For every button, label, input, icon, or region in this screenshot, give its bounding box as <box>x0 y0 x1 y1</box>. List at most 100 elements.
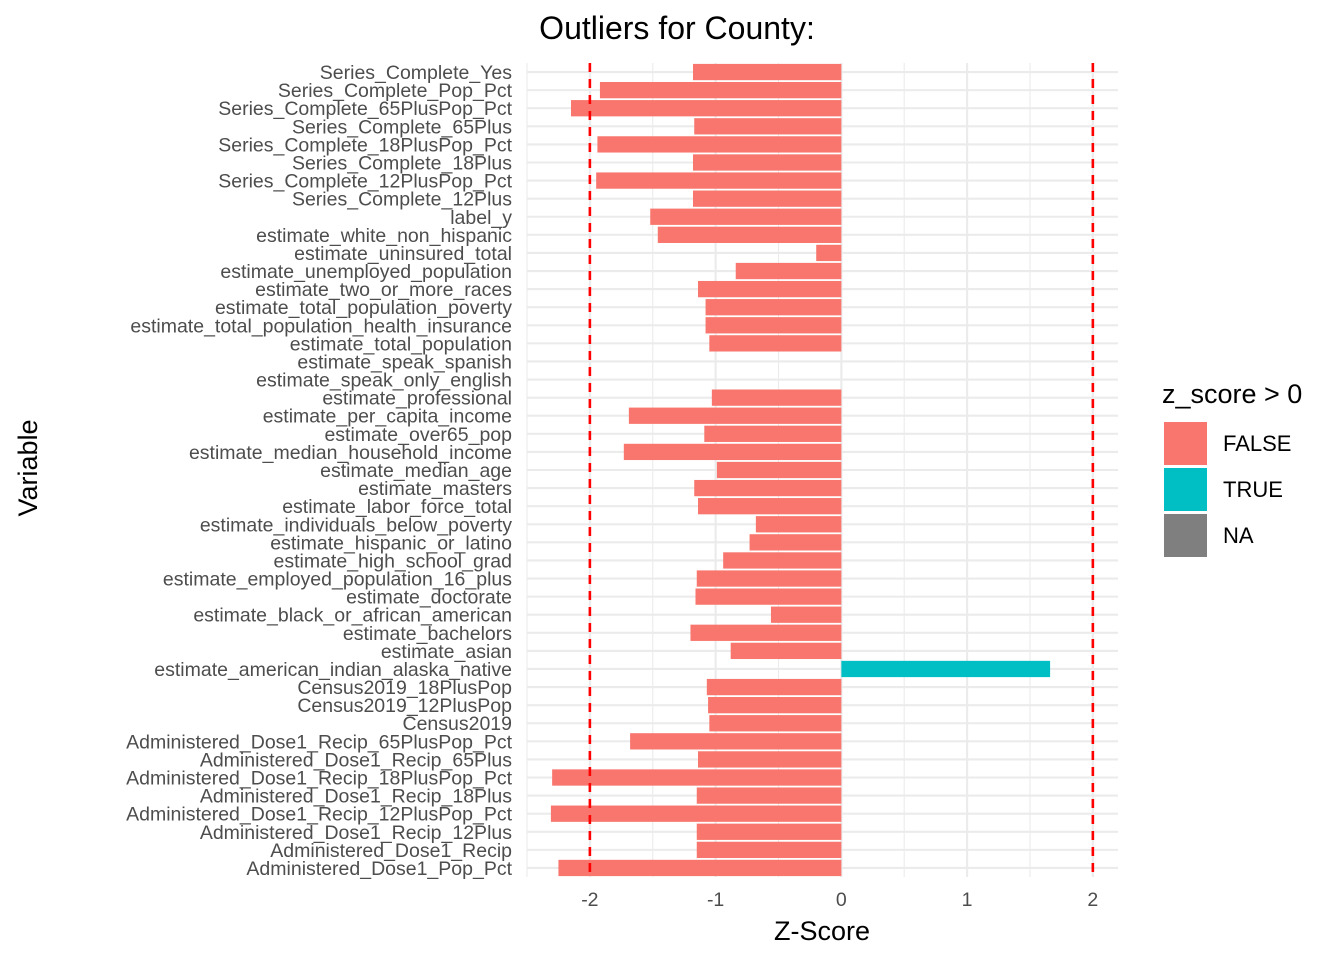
bar-series-complete-18pluspop-pct <box>597 136 842 153</box>
bar-administered-dose1-recip-65pluspop-pct <box>630 733 842 750</box>
y-tick-label: label_y <box>450 207 512 229</box>
legend-swatch-false <box>1164 422 1207 465</box>
bar-estimate-two-or-more-races <box>698 280 842 298</box>
legend: z_score > 0 FALSE TRUE NA <box>1162 379 1302 557</box>
bar-administered-dose1-pop-pct <box>558 859 842 877</box>
y-tick-label: Administered_Dose1_Pop_Pct <box>246 858 512 880</box>
bar-census2019 <box>709 715 842 732</box>
bar-estimate-hispanic-or-latino <box>749 534 842 551</box>
x-tick-label: 2 <box>1087 889 1098 911</box>
y-tick-label: estimate_total_population_health_insuran… <box>130 315 512 337</box>
bar-administered-dose1-recip-12plus <box>696 823 842 840</box>
bar-estimate-asian <box>730 642 842 660</box>
bar-administered-dose1-recip <box>696 841 842 859</box>
y-tick-label: Series_Complete_Yes <box>320 62 512 84</box>
bar-series-complete-pop-pct <box>599 81 842 99</box>
y-tick-label: Administered_Dose1_Recip_65PlusPop_Pct <box>126 731 512 753</box>
y-tick-label: estimate_masters <box>358 478 512 500</box>
y-tick-label: Series_Complete_Pop_Pct <box>278 80 513 102</box>
y-tick-label: estimate_employed_population_16_plus <box>163 569 512 591</box>
y-tick-label: Census2019_18PlusPop <box>297 677 512 699</box>
y-tick-label: Administered_Dose1_Recip_18Plus <box>200 786 512 808</box>
y-tick-label: estimate_per_capita_income <box>263 406 512 428</box>
x-axis-tick-labels: -2 -1 0 1 2 <box>581 889 1098 911</box>
y-tick-label: estimate_total_population <box>290 333 512 355</box>
bar-administered-dose1-recip-12pluspop-pct <box>550 805 842 822</box>
legend-swatch-true <box>1164 468 1207 511</box>
y-tick-label: estimate_high_school_grad <box>274 550 513 572</box>
y-tick-label: estimate_black_or_african_american <box>193 605 512 627</box>
bar-estimate-median-age <box>716 461 842 479</box>
bar-estimate-bachelors <box>690 624 842 641</box>
y-tick-label: Administered_Dose1_Recip_18PlusPop_Pct <box>126 768 512 790</box>
y-axis-title: Variable <box>13 419 43 516</box>
y-tick-label: estimate_median_age <box>320 460 512 482</box>
x-tick-label: -1 <box>707 889 724 911</box>
y-tick-label: Administered_Dose1_Recip_12PlusPop_Pct <box>126 804 512 826</box>
y-tick-label: estimate_two_or_more_races <box>255 279 512 301</box>
y-tick-label: estimate_over65_pop <box>324 424 512 446</box>
x-tick-label: -2 <box>581 889 598 911</box>
y-tick-label: estimate_unemployed_population <box>220 261 512 283</box>
y-tick-label: estimate_total_population_poverty <box>215 297 512 319</box>
y-tick-label: estimate_doctorate <box>346 587 512 609</box>
bar-administered-dose1-recip-65plus <box>698 751 842 768</box>
bar-series-complete-18plus <box>692 154 842 171</box>
y-tick-label: Series_Complete_12PlusPop_Pct <box>218 171 512 193</box>
legend-label-na: NA <box>1223 523 1254 548</box>
bar-series-complete-65pluspop-pct <box>571 100 842 117</box>
y-tick-label: estimate_uninsured_total <box>294 243 512 265</box>
bar-estimate-total-population-poverty <box>705 299 842 316</box>
x-tick-label: 0 <box>836 889 847 911</box>
y-tick-label: estimate_american_indian_alaska_native <box>154 659 512 681</box>
bar-estimate-total-population <box>709 335 842 352</box>
y-tick-label: Census2019_12PlusPop <box>297 695 512 717</box>
legend-swatch-na <box>1164 514 1207 557</box>
bar-estimate-per-capita-income <box>628 407 842 424</box>
y-axis-tick-labels: Series_Complete_YesSeries_Complete_Pop_P… <box>126 62 512 880</box>
bar-estimate-american-indian-alaska-native <box>841 660 1051 678</box>
bar-estimate-masters <box>694 479 842 497</box>
y-tick-label: Administered_Dose1_Recip_65Plus <box>200 749 512 771</box>
y-tick-label: estimate_white_non_hispanic <box>256 225 512 247</box>
bar-series-complete-yes <box>692 63 842 81</box>
bar-estimate-employed-population-16-plus <box>696 570 842 587</box>
x-axis-title: Z-Score <box>774 916 870 946</box>
bar-estimate-black-or-african-american <box>770 606 842 623</box>
bar-estimate-median-household-income <box>623 443 842 461</box>
bar-estimate-uninsured-total <box>816 244 842 262</box>
bar-estimate-white-non-hispanic <box>657 226 842 243</box>
y-tick-label: Census2019 <box>403 713 513 735</box>
x-tick-label: 1 <box>962 889 973 911</box>
legend-label-true: TRUE <box>1223 477 1283 502</box>
bar-estimate-individuals-below-poverty <box>755 516 842 533</box>
y-tick-label: estimate_speak_only_english <box>256 370 512 392</box>
y-tick-label: Series_Complete_18Plus <box>292 152 512 174</box>
y-tick-label: Series_Complete_65PlusPop_Pct <box>218 98 512 120</box>
reference-lines <box>588 63 1095 877</box>
bar-administered-dose1-recip-18plus <box>696 787 842 804</box>
y-tick-label: estimate_professional <box>322 388 512 410</box>
legend-label-false: FALSE <box>1223 431 1291 456</box>
bars-group <box>550 63 1051 877</box>
y-tick-label: estimate_median_household_income <box>189 442 512 464</box>
chart-title: Outliers for County: <box>539 10 815 46</box>
bar-census2019-18pluspop <box>706 678 842 696</box>
y-tick-label: estimate_labor_force_total <box>282 496 512 518</box>
y-tick-label: Series_Complete_18PlusPop_Pct <box>218 134 512 156</box>
bar-estimate-professional <box>711 389 842 406</box>
y-tick-label: Series_Complete_65Plus <box>292 116 512 138</box>
bar-estimate-unemployed-population <box>735 262 842 280</box>
bar-estimate-over65-pop <box>704 425 842 442</box>
bar-estimate-total-population-health-insurance <box>705 317 842 334</box>
y-tick-label: Administered_Dose1_Recip <box>270 840 512 862</box>
y-tick-label: estimate_hispanic_or_latino <box>270 532 512 554</box>
bar-estimate-doctorate <box>695 588 842 605</box>
bar-series-complete-12pluspop-pct <box>596 172 842 189</box>
y-tick-label: Series_Complete_12Plus <box>292 189 512 211</box>
bar-census2019-12pluspop <box>708 697 842 714</box>
y-tick-label: estimate_bachelors <box>343 623 512 645</box>
bar-series-complete-65plus <box>694 118 842 135</box>
bar-series-complete-12plus <box>692 190 842 207</box>
